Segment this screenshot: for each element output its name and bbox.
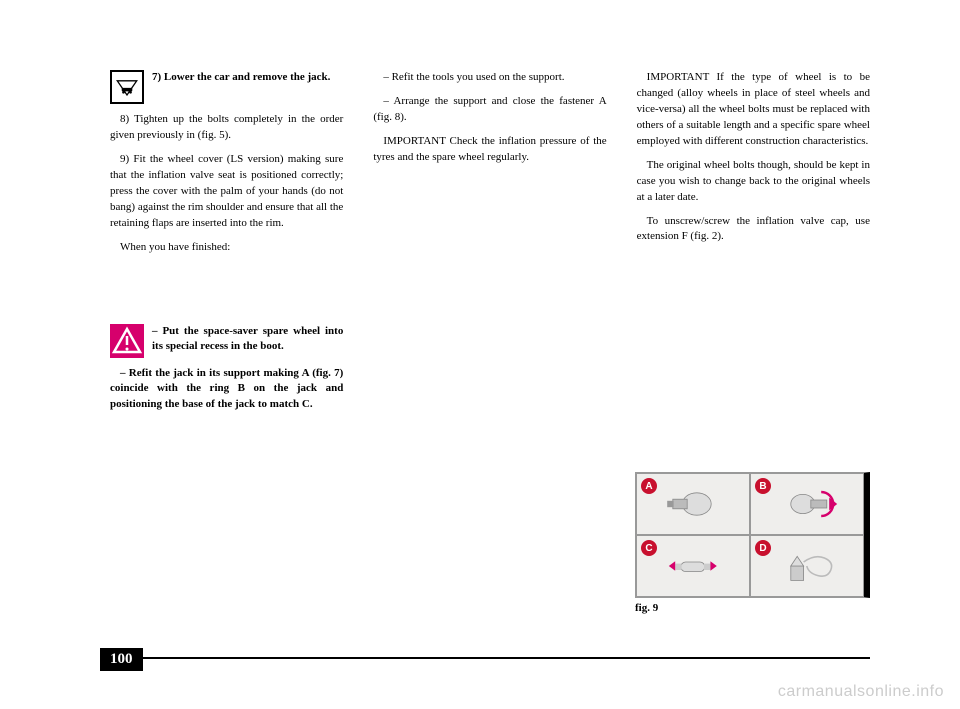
watermark: carmanualsonline.info	[778, 683, 944, 701]
col2-p2: – Arrange the support and close the fast…	[373, 94, 606, 126]
badge-a: A	[641, 478, 657, 494]
text-columns: 7) Lower the car and remove the jack. 8)…	[110, 70, 870, 421]
col1-p4: – Refit the jack in its support making A…	[110, 366, 343, 414]
col3-p2: The original wheel bolts though, should …	[637, 158, 870, 206]
page: 7) Lower the car and remove the jack. 8)…	[0, 0, 960, 709]
col1-p3: When you have finished:	[110, 240, 343, 256]
figure-cell-a: A	[636, 473, 750, 535]
col1-p1: 8) Tighten up the bolts completely in th…	[110, 112, 343, 144]
figure-cell-c: C	[636, 535, 750, 597]
figure-grid: A B C	[635, 472, 870, 598]
spacer	[110, 264, 343, 324]
divider-line	[100, 657, 870, 659]
col2-p1: – Refit the tools you used on the suppor…	[373, 70, 606, 86]
car-warning-icon	[110, 70, 144, 104]
badge-d: D	[755, 540, 771, 556]
figure-caption: fig. 9	[635, 602, 870, 614]
icon-text-2: – Put the space-saver spare wheel into i…	[152, 324, 343, 356]
column-2: – Refit the tools you used on the suppor…	[373, 70, 606, 421]
badge-c: C	[641, 540, 657, 556]
icon-text-1: 7) Lower the car and remove the jack.	[152, 70, 343, 86]
figure-cell-b: B	[750, 473, 864, 535]
figure-cell-d: D	[750, 535, 864, 597]
page-number: 100	[100, 648, 143, 671]
figure-9: A B C	[635, 472, 870, 614]
bulb-d-icon	[762, 542, 852, 590]
col3-p3: To unscrew/screw the inflation valve cap…	[637, 214, 870, 246]
triangle-icon-block: – Put the space-saver spare wheel into i…	[110, 324, 343, 358]
col2-p3: IMPORTANT Check the inflation pressure o…	[373, 134, 606, 166]
warning-triangle-icon	[110, 324, 144, 358]
column-1: 7) Lower the car and remove the jack. 8)…	[110, 70, 343, 421]
bulb-a-icon	[648, 480, 738, 528]
bulb-b-icon	[762, 480, 852, 528]
badge-b: B	[755, 478, 771, 494]
col1-p2: 9) Fit the wheel cover (LS version) maki…	[110, 152, 343, 232]
column-3: IMPORTANT If the type of wheel is to be …	[637, 70, 870, 421]
car-icon-block: 7) Lower the car and remove the jack.	[110, 70, 343, 104]
col3-p1: IMPORTANT If the type of wheel is to be …	[637, 70, 870, 150]
bulb-c-icon	[648, 542, 738, 590]
